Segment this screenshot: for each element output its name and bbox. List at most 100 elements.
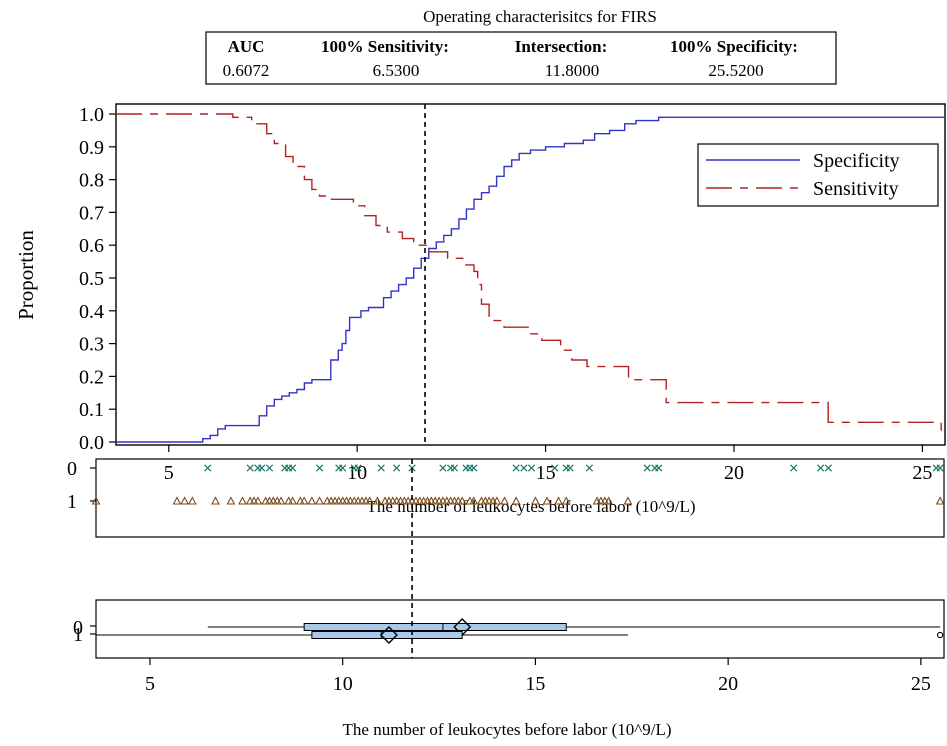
- scatter-point-0: [643, 464, 651, 472]
- box-iqr: [303, 623, 567, 631]
- scatter-point-0: [585, 464, 594, 472]
- scatter-point-0: [439, 464, 447, 472]
- chart-title: Operating characterisitcs for FIRS: [423, 7, 657, 26]
- scatter-point-1: [530, 496, 540, 505]
- scatter-point-1: [623, 496, 633, 505]
- scatter-point-1: [226, 496, 236, 505]
- box-x-tick-label: 25: [911, 673, 931, 695]
- main-y-tick-label: 1.0: [79, 104, 104, 126]
- main-series: [116, 113, 945, 443]
- box-iqr: [311, 631, 463, 639]
- scatter-point-1: [457, 496, 467, 505]
- stats-table-border: [205, 31, 837, 85]
- scatter-point-1: [253, 496, 263, 505]
- main-x-tick-label: 10: [347, 462, 367, 484]
- scatter-point-0: [315, 464, 324, 472]
- scatter-point-0: [520, 464, 528, 472]
- stats-table: AUC 100% Sensitivity: Intersection: 100%…: [205, 31, 837, 85]
- stats-header-sensitivity: 100% Sensitivity:: [321, 37, 449, 56]
- scatter-point-1: [554, 496, 563, 505]
- scatter-point-0: [288, 464, 297, 472]
- main-y-tick-label: 0.1: [79, 399, 104, 421]
- main-y-tick-label: 0.7: [79, 202, 104, 224]
- scatter-point-1: [187, 496, 197, 505]
- main-y-axis: 0.0 0.1 0.2 0.3 0.4 0.5 0.6 0.7 0.8 0.9 1.0: [79, 104, 116, 454]
- box-x-tick-label: 10: [333, 673, 353, 695]
- scatter-point-0: [339, 464, 347, 472]
- legend-box: [697, 143, 939, 207]
- scatter-point-0: [512, 464, 520, 472]
- scatter-point-0: [354, 464, 362, 472]
- scatter-point-0: [377, 464, 385, 472]
- box-x-axis: 5 10 15 20 25: [145, 658, 931, 695]
- stats-header-specificity: 100% Specificity:: [670, 37, 798, 56]
- scatter-point-1: [91, 496, 101, 505]
- main-x-tick-label: 5: [164, 462, 174, 484]
- scatter-point-0: [551, 464, 559, 472]
- main-y-tick-label: 0.5: [79, 268, 104, 290]
- main-x-tick-label: 25: [912, 462, 932, 484]
- scatter-category-0: 0: [67, 458, 77, 480]
- main-y-tick-label: 0.6: [79, 235, 104, 257]
- scatter-point-1: [276, 496, 286, 505]
- main-x-tick-label: 15: [536, 462, 556, 484]
- box-x-axis-label: The number of leukocytes before labor (1…: [343, 720, 672, 739]
- scatter-point-1: [307, 496, 317, 505]
- scatter-point-1: [500, 496, 510, 505]
- scatter-point-1: [288, 496, 298, 505]
- scatter-point-0: [816, 464, 825, 472]
- main-y-tick-label: 0.8: [79, 170, 104, 192]
- main-y-tick-label: 0.3: [79, 334, 104, 356]
- scatter-point-1: [315, 496, 324, 505]
- scatter-point-0: [470, 464, 478, 472]
- stats-header-auc: AUC: [228, 37, 265, 56]
- scatter-point-1: [604, 496, 614, 505]
- stats-value-specificity: 25.5200: [708, 61, 763, 80]
- box-mean-marker: [379, 626, 398, 644]
- scatter-point-1: [492, 496, 502, 505]
- y-axis-label: Proportion: [14, 230, 38, 320]
- scatter-point-1: [211, 496, 220, 505]
- box-category-1: 1: [73, 624, 83, 646]
- scatter-point-1: [561, 496, 571, 505]
- scatter-category-1: 1: [67, 491, 77, 513]
- box-x-tick-label: 15: [525, 673, 545, 695]
- scatter-point-0: [204, 464, 212, 472]
- box-plot-1: [96, 626, 944, 644]
- box-outlier: [936, 631, 944, 639]
- scatter-point-1: [372, 496, 382, 505]
- scatter-point-1: [238, 496, 247, 505]
- stats-value-auc: 0.6072: [223, 61, 270, 80]
- main-y-tick-label: 0.9: [79, 137, 104, 159]
- box-x-tick-label: 5: [145, 673, 155, 695]
- scatter-point-0: [824, 464, 833, 472]
- box-category-0: 0: [73, 617, 83, 639]
- scatter-point-1: [299, 496, 309, 505]
- scatter-point-0: [936, 464, 944, 472]
- box-plot-0: [207, 618, 941, 636]
- specificity-line: [116, 116, 945, 443]
- scatter-point-0: [392, 464, 401, 472]
- box-panel-frame: [95, 599, 945, 659]
- legend-sensitivity-label: Sensitivity: [813, 178, 899, 200]
- main-y-tick-label: 0.4: [79, 301, 104, 323]
- stats-value-intersection: 11.8000: [545, 61, 600, 80]
- scatter-point-0: [566, 464, 574, 472]
- scatter-point-0: [258, 464, 266, 472]
- box-x-tick-label: 20: [718, 673, 738, 695]
- legend: Specificity Sensitivity: [697, 143, 939, 207]
- sensitivity-line: [116, 113, 942, 436]
- stats-value-sensitivity: 6.5300: [373, 61, 420, 80]
- main-y-tick-label: 0.0: [79, 432, 104, 454]
- main-plot-frame: [115, 103, 946, 446]
- scatter-point-0: [527, 464, 536, 472]
- scatter-point-1: [542, 496, 552, 505]
- scatter-point-1: [469, 496, 479, 505]
- scatter-point-0: [450, 464, 459, 472]
- main-y-tick-label: 0.2: [79, 366, 104, 388]
- scatter-point-1: [935, 496, 945, 505]
- main-x-axis: 5 10 15 20 25: [164, 445, 932, 484]
- scatter-point-0: [246, 464, 254, 472]
- scatter-strip: [90, 464, 945, 505]
